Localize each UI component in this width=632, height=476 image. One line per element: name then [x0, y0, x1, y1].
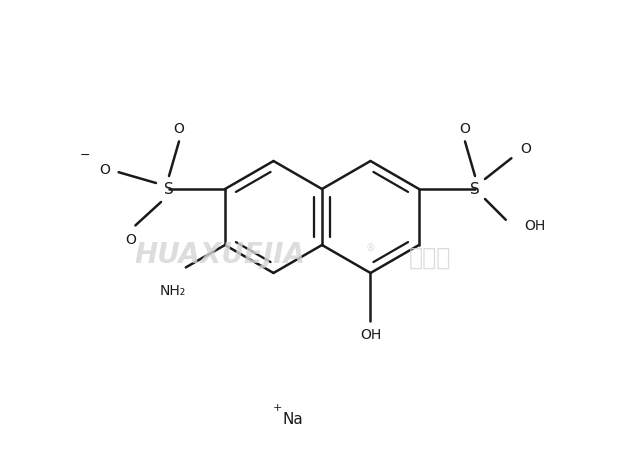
- Text: HUAXUEJIA: HUAXUEJIA: [135, 240, 305, 268]
- Text: 化学加: 化学加: [409, 246, 451, 269]
- Text: ®: ®: [365, 242, 375, 252]
- Text: O: O: [520, 142, 531, 156]
- Text: S: S: [470, 182, 480, 197]
- Text: O: O: [174, 122, 185, 136]
- Text: S: S: [164, 182, 174, 197]
- Text: −: −: [80, 149, 90, 161]
- Text: OH: OH: [524, 218, 545, 232]
- Text: Na: Na: [282, 412, 303, 426]
- Text: O: O: [125, 233, 136, 247]
- Text: O: O: [99, 163, 110, 177]
- Text: NH₂: NH₂: [159, 283, 186, 298]
- Text: OH: OH: [360, 327, 381, 341]
- Text: +: +: [272, 402, 282, 412]
- Text: O: O: [459, 122, 470, 136]
